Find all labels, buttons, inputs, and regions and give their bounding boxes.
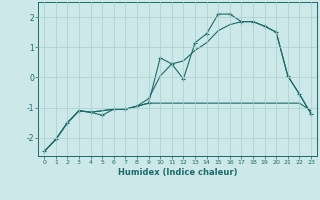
X-axis label: Humidex (Indice chaleur): Humidex (Indice chaleur)	[118, 168, 237, 177]
